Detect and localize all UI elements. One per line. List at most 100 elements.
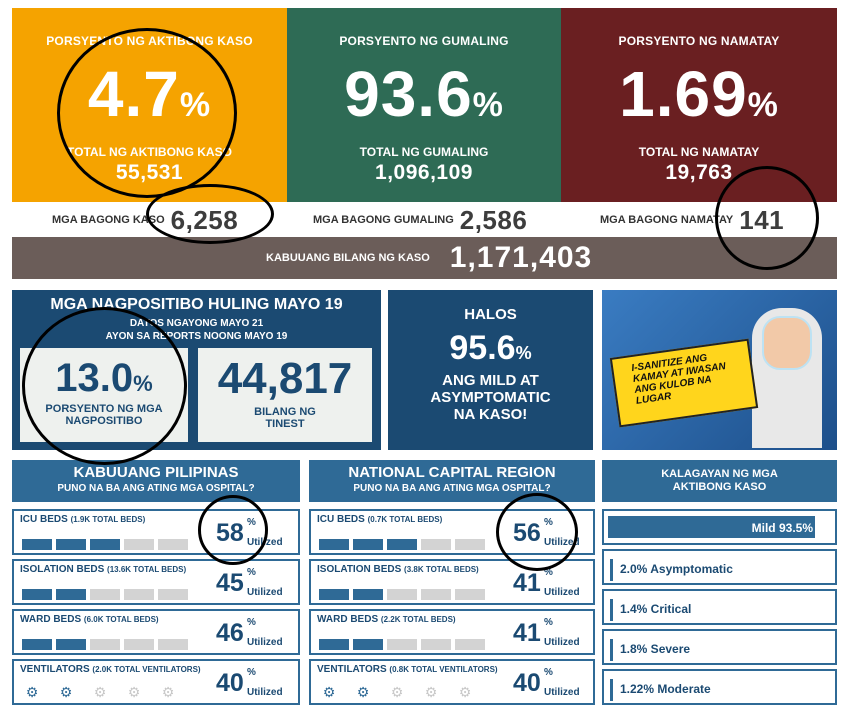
- utilization-value: 41: [513, 619, 541, 647]
- utilization-value: 40: [216, 669, 244, 697]
- bed-bar: [387, 539, 417, 550]
- bed-bar: [124, 539, 154, 550]
- bed-bar: [387, 639, 417, 650]
- deaths-percent-title: PORSYENTO NG NAMATAY: [618, 34, 780, 48]
- utilization-percent-sign: %: [247, 617, 256, 628]
- utilization-value: 46: [216, 619, 244, 647]
- status-share-bar: [610, 679, 613, 701]
- recovered-percent-value: 93.6%: [344, 58, 504, 130]
- bed-bar: [56, 639, 86, 650]
- bed-row: WARD BEDS (2.2K TOTAL BEDS) 41% Utilized: [309, 609, 595, 655]
- status-title-1: KALAGAYAN NG MGA: [661, 468, 778, 480]
- face-shield-icon: [762, 316, 812, 370]
- bed-bar: [22, 639, 52, 650]
- status-row-text: 1.22% Moderate: [620, 682, 711, 696]
- status-row: 2.0% Asymptomatic: [602, 549, 837, 585]
- status-row: 1.4% Critical: [602, 589, 837, 625]
- recovered-total-label: TOTAL NG GUMALING: [359, 145, 489, 159]
- bed-row-label: WARD BEDS (6.0K TOTAL BEDS): [20, 614, 159, 625]
- tested-value: 44,817: [217, 354, 353, 403]
- bed-bar: [353, 539, 383, 550]
- bed-row: WARD BEDS (6.0K TOTAL BEDS) 46% Utilized: [12, 609, 300, 655]
- bed-bar: [158, 589, 188, 600]
- positivity-date-line: DATOS NGAYONG MAYO 21: [129, 318, 264, 329]
- highlight-circle-new-cases: [146, 184, 274, 244]
- utilization-value: 40: [513, 669, 541, 697]
- status-row-text: Mild 93.5%: [751, 521, 813, 535]
- highlight-circle-positivity: [22, 307, 187, 465]
- mild-line3: ASYMPTOMATIC: [430, 389, 551, 406]
- new-recovered-row: MGA BAGONG GUMALING 2,586: [313, 204, 527, 236]
- deaths-total-value: 19,763: [665, 161, 733, 184]
- bed-row: VENTILATORS (2.0K TOTAL VENTILATORS) ⚙ ⚙ ⚙ ⚙…: [12, 659, 300, 705]
- total-cases-band: KABUUANG BILANG NG KASO 1,171,403: [12, 237, 837, 279]
- status-share-bar: [610, 639, 613, 661]
- recovered-total-value: 1,096,109: [375, 161, 473, 184]
- deaths-panel: PORSYENTO NG NAMATAY 1.69% TOTAL NG NAMA…: [561, 8, 837, 202]
- recovered-panel: PORSYENTO NG GUMALING 93.6% TOTAL NG GUM…: [287, 8, 561, 202]
- status-share-bar: [610, 599, 613, 621]
- bed-row-label: ISOLATION BEDS (3.8K TOTAL BEDS): [317, 564, 479, 575]
- bed-bar: [319, 539, 349, 550]
- bed-row-label: VENTILATORS (2.0K TOTAL VENTILATORS): [20, 664, 201, 675]
- bed-bar: [353, 589, 383, 600]
- ventilator-icon: ⚙: [127, 684, 141, 700]
- bed-bar: [124, 589, 154, 600]
- new-recovered-label: MGA BAGONG GUMALING: [313, 214, 454, 226]
- ph-header: KABUUANG PILIPINAS PUNO NA BA ANG ATING …: [12, 460, 300, 502]
- ventilator-icon: ⚙: [458, 684, 472, 700]
- highlight-circle-active-percent: [57, 28, 237, 198]
- bed-bar: [22, 589, 52, 600]
- mild-cases-panel: HALOS 95.6% ANG MILD AT ASYMPTOMATIC NA …: [388, 290, 593, 450]
- bed-bar: [56, 589, 86, 600]
- status-row-text: 2.0% Asymptomatic: [620, 562, 733, 576]
- bed-row-label: ISOLATION BEDS (13.6K TOTAL BEDS): [20, 564, 187, 575]
- status-share-bar: [608, 516, 815, 538]
- bed-row-label: WARD BEDS (2.2K TOTAL BEDS): [317, 614, 456, 625]
- mild-line4: NA KASO!: [453, 406, 528, 423]
- utilization-percent-sign: %: [247, 667, 256, 678]
- utilization-percent-sign: %: [544, 567, 553, 578]
- bed-row: ISOLATION BEDS (3.8K TOTAL BEDS) 41% Utili…: [309, 559, 595, 605]
- utilization-percent-sign: %: [544, 617, 553, 628]
- bed-bar: [387, 589, 417, 600]
- deaths-percent-value: 1.69%: [619, 58, 779, 130]
- bed-bar: [455, 589, 485, 600]
- utilization-percent-sign: %: [247, 567, 256, 578]
- bed-bar: [90, 539, 120, 550]
- status-row-text: 1.4% Critical: [620, 602, 692, 616]
- ventilator-icon: ⚙: [93, 684, 107, 700]
- ventilator-icon: ⚙: [59, 684, 73, 700]
- total-cases-value: 1,171,403: [449, 241, 593, 274]
- bed-bar: [90, 589, 120, 600]
- bed-bar: [421, 589, 451, 600]
- ventilator-icon: ⚙: [390, 684, 404, 700]
- total-cases-label: KABUUANG BILANG NG KASO: [266, 252, 430, 264]
- ncr-subtitle: PUNO NA BA ANG ATING MGA OSPITAL?: [353, 483, 551, 494]
- utilized-label: Utilized: [544, 637, 580, 648]
- mild-line1: HALOS: [464, 306, 517, 323]
- ventilator-icon: ⚙: [322, 684, 336, 700]
- status-row: 1.22% Moderate: [602, 669, 837, 705]
- bed-bar: [455, 639, 485, 650]
- ventilator-icon: ⚙: [161, 684, 175, 700]
- bed-bar: [124, 639, 154, 650]
- ph-subtitle: PUNO NA BA ANG ATING MGA OSPITAL?: [57, 483, 255, 494]
- highlight-circle-ph-icu: [198, 495, 268, 565]
- status-row: Mild 93.5%: [602, 509, 837, 545]
- utilized-label: Utilized: [544, 687, 580, 698]
- positivity-title: MGA NAGPOSITIBO HULING MAYO 19: [50, 296, 343, 313]
- bed-row: VENTILATORS (0.8K TOTAL VENTILATORS) ⚙ ⚙ ⚙ ⚙…: [309, 659, 595, 705]
- status-header: KALAGAYAN NG MGA AKTIBONG KASO: [602, 460, 837, 502]
- new-recovered-value: 2,586: [459, 204, 528, 235]
- bed-bar: [158, 639, 188, 650]
- status-row: 1.8% Severe: [602, 629, 837, 665]
- highlight-circle-ncr-icu: [496, 493, 578, 571]
- bed-row-label: ICU BEDS (1.9K TOTAL BEDS): [20, 514, 146, 525]
- bed-bar: [421, 539, 451, 550]
- bed-bar: [22, 539, 52, 550]
- bed-bar: [90, 639, 120, 650]
- sanitize-poster: I-SANITIZE ANG KAMAY AT IWASAN ANG KULOB…: [602, 290, 837, 450]
- status-share-bar: [610, 559, 613, 581]
- utilization-value: 41: [513, 569, 541, 597]
